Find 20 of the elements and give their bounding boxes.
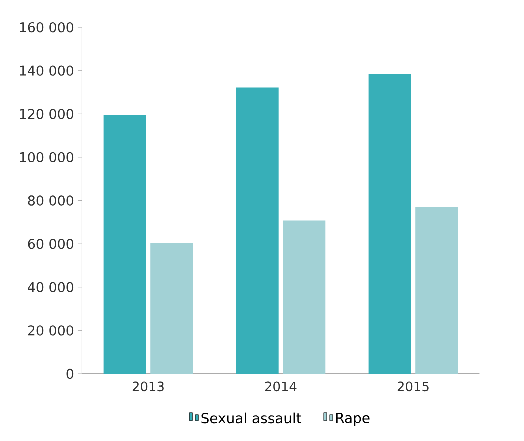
bar bbox=[104, 115, 146, 374]
bar bbox=[283, 220, 326, 374]
y-tick-label: 120 000 bbox=[20, 109, 74, 120]
bar bbox=[236, 88, 279, 374]
bar bbox=[150, 243, 194, 374]
y-tick-label: 140 000 bbox=[20, 66, 74, 76]
y-tick-label: 100 000 bbox=[20, 152, 74, 163]
y-tick-label: 0 bbox=[66, 369, 74, 380]
legend-label: Rape bbox=[336, 413, 370, 426]
y-tick-label: 160 000 bbox=[20, 22, 74, 33]
bar bbox=[416, 207, 458, 374]
y-tick-label: 80 000 bbox=[28, 196, 74, 206]
x-tick-label: 2014 bbox=[265, 382, 297, 392]
bar bbox=[368, 74, 412, 374]
x-tick-label: 2013 bbox=[132, 382, 164, 392]
x-tick-label: 2015 bbox=[398, 382, 429, 392]
y-tick-label: 20 000 bbox=[28, 326, 74, 336]
y-tick-label: 60 000 bbox=[28, 239, 74, 250]
legend-label: Sexual assault bbox=[202, 413, 302, 424]
y-tick-label: 40 000 bbox=[28, 282, 74, 293]
